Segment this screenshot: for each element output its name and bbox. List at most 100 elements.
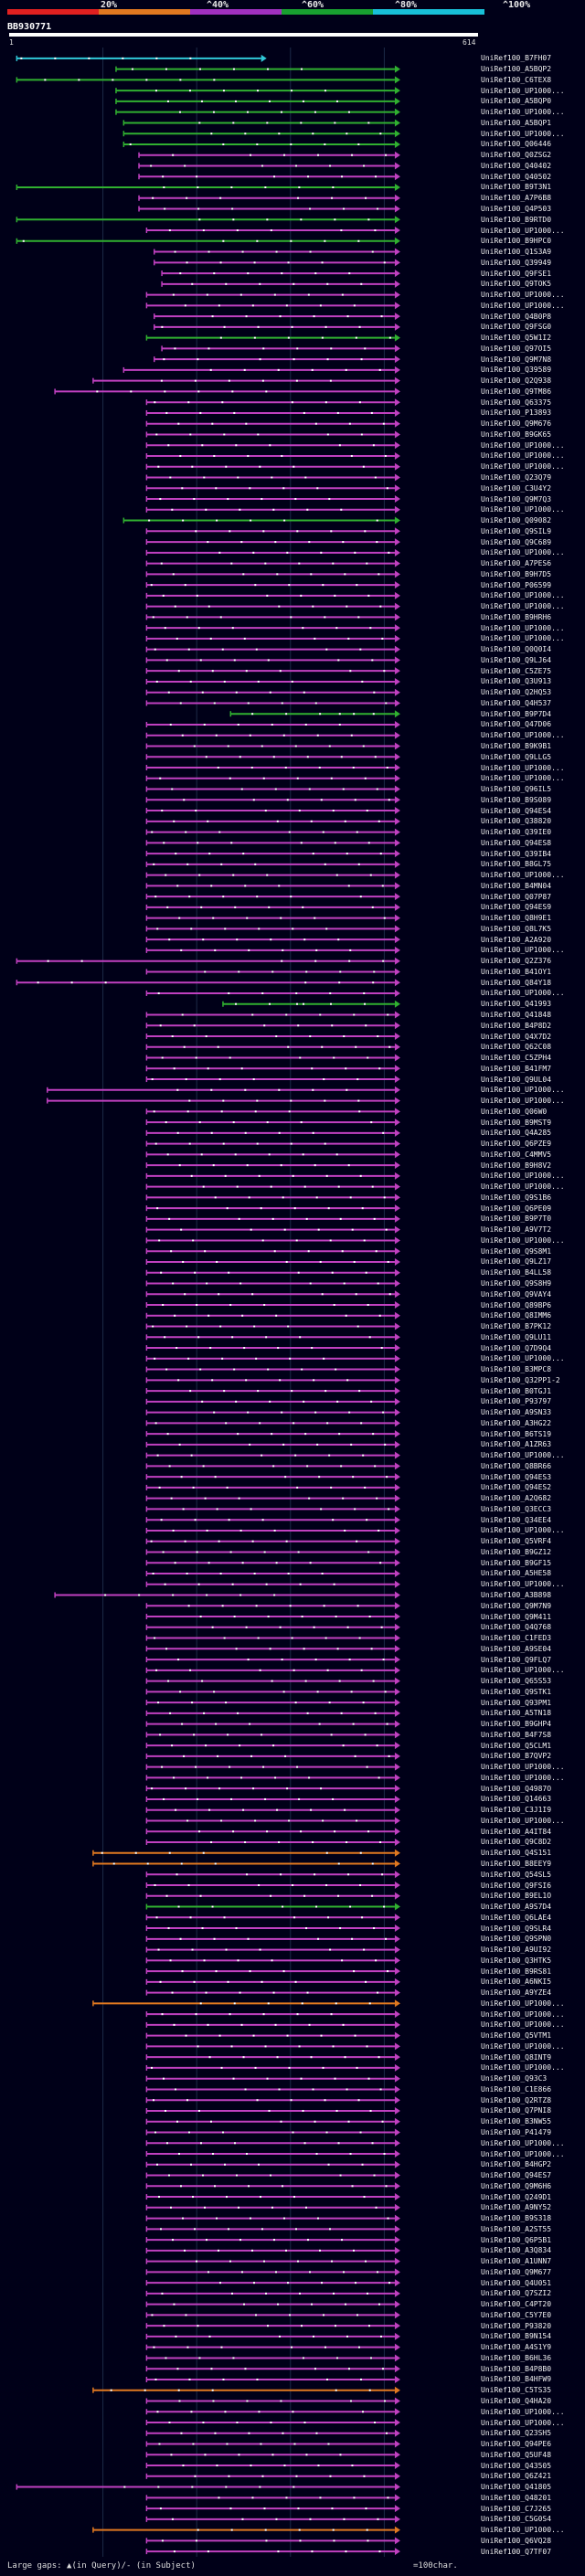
hit-label[interactable]: UniRef100_B9H8V2 [481,1161,552,1170]
hit-row[interactable] [145,1709,400,1717]
hit-label[interactable]: UniRef100_Q249D1 [481,2192,552,2201]
hit-row[interactable] [145,634,400,642]
hit-label[interactable]: UniRef100_Q32PP1-2 [481,1375,560,1384]
hit-label[interactable]: UniRef100_A9YZE4 [481,1988,552,1998]
hit-label[interactable]: UniRef100_Q94ES2 [481,1483,552,1492]
hit-label[interactable]: UniRef100_A1ZR63 [481,1440,552,1449]
hit-label[interactable]: UniRef100_B9H7D5 [481,569,552,578]
hit-label[interactable]: UniRef100_B4HGP2 [481,2160,552,2169]
hit-row[interactable] [145,462,400,471]
hit-row[interactable] [145,2365,400,2373]
hit-row[interactable] [145,2451,400,2459]
hit-row[interactable] [145,1924,400,1933]
hit-label[interactable]: UniRef100_Q43505 [481,2461,552,2470]
hit-row[interactable] [161,280,400,288]
hit-row[interactable] [122,516,400,525]
hit-label[interactable]: UniRef100_Q41993 [481,1000,552,1009]
hit-label[interactable]: UniRef100_A6NKI5 [481,1977,552,1987]
hit-label[interactable]: UniRef100_C3U4Y2 [481,483,552,493]
hit-label[interactable]: UniRef100_Q4X7D2 [481,1032,552,1041]
hit-label[interactable]: UniRef100_UP1000... [481,291,565,300]
hit-label[interactable]: UniRef100_A7P6B8 [481,194,552,203]
hit-label[interactable]: UniRef100_A9UI92 [481,1945,552,1955]
hit-row[interactable] [145,1440,400,1448]
hit-label[interactable]: UniRef100_A5BQP0 [481,97,552,106]
hit-label[interactable]: UniRef100_Q23Q79 [481,473,552,482]
hit-row[interactable] [16,2483,400,2491]
hit-row[interactable] [138,205,400,213]
hit-row[interactable] [145,1214,400,1223]
hit-row[interactable] [145,1913,400,1922]
hit-label[interactable]: UniRef100_UP1000... [481,1171,565,1181]
hit-row[interactable] [145,667,400,675]
hit-label[interactable]: UniRef100_UP1000... [481,774,565,783]
hit-label[interactable]: UniRef100_P06599 [481,580,552,589]
hit-row[interactable] [16,957,400,965]
hit-row[interactable] [145,1602,400,1610]
hit-label[interactable]: UniRef100_Q40402 [481,161,552,170]
hit-row[interactable] [145,1817,400,1825]
hit-row[interactable] [145,893,400,901]
hit-label[interactable]: UniRef100_Q62C08 [481,1043,552,1052]
hit-row[interactable] [145,1430,400,1438]
hit-row[interactable] [145,1871,400,1879]
hit-row[interactable] [145,2096,400,2104]
hit-row[interactable] [145,2128,400,2136]
hit-row[interactable] [145,1516,400,1524]
hit-row[interactable] [145,2171,400,2179]
hit-label[interactable]: UniRef100_A2A920 [481,935,552,944]
hit-label[interactable]: UniRef100_B4F7S8 [481,1730,552,1739]
hit-row[interactable] [145,2150,400,2158]
hit-row[interactable] [145,2322,400,2330]
hit-row[interactable] [145,2332,400,2340]
hit-row[interactable] [145,2429,400,2437]
hit-row[interactable] [145,2182,400,2190]
hit-row[interactable] [145,2160,400,2168]
hit-label[interactable]: UniRef100_UP1000... [481,86,565,95]
hit-label[interactable]: UniRef100_A9SE04 [481,1644,552,1653]
hit-label[interactable]: UniRef100_Q2HQ53 [481,688,552,697]
hit-label[interactable]: UniRef100_UP1000... [481,108,565,117]
hit-label[interactable]: UniRef100_B4MN04 [481,881,552,890]
hit-label[interactable]: UniRef100_B6HL36 [481,2353,552,2362]
hit-label[interactable]: UniRef100_Q89BP6 [481,1300,552,1309]
hit-label[interactable]: UniRef100_UP1000... [481,129,565,138]
hit-row[interactable] [145,1580,400,1588]
hit-row[interactable] [145,1569,400,1577]
hit-label[interactable]: UniRef100_B0TGJ1 [481,1386,552,1395]
hit-row[interactable] [145,1076,400,1084]
hit-row[interactable] [145,1376,400,1384]
hit-label[interactable]: UniRef100_C5TS35 [481,2386,552,2395]
hit-label[interactable]: UniRef100_Q9LJ64 [481,655,552,664]
hit-row[interactable] [54,387,400,396]
hit-label[interactable]: UniRef100_Q47D06 [481,720,552,729]
hit-row[interactable] [145,925,400,933]
hit-label[interactable]: UniRef100_B9K9B1 [481,741,552,750]
hit-label[interactable]: UniRef100_UP1000... [481,2009,565,2019]
hit-row[interactable] [145,1882,400,1890]
hit-label[interactable]: UniRef100_Q9M676 [481,419,552,429]
hit-row[interactable] [145,807,400,815]
hit-row[interactable] [115,65,400,73]
hit-row[interactable] [145,441,400,450]
hit-row[interactable] [145,1182,400,1191]
hit-row[interactable] [145,473,400,482]
hit-row[interactable] [145,850,400,858]
hit-label[interactable]: UniRef100_A5TN18 [481,1709,552,1718]
hit-label[interactable]: UniRef100_Q40502 [481,172,552,181]
hit-row[interactable] [145,903,400,911]
hit-row[interactable] [47,1097,400,1105]
hit-row[interactable] [145,1945,400,1954]
hit-row[interactable] [145,2117,400,2125]
hit-row[interactable] [145,1977,400,1986]
hit-label[interactable]: UniRef100_UP1000... [481,2418,565,2427]
hit-row[interactable] [145,1397,400,1405]
hit-label[interactable]: UniRef100_Q9M7N9 [481,1601,552,1610]
hit-row[interactable] [145,720,400,728]
hit-row[interactable] [153,355,400,364]
hit-row[interactable] [16,979,400,987]
hit-label[interactable]: UniRef100_UP1000... [481,2149,565,2158]
hit-label[interactable]: UniRef100_Q9S1B6 [481,1193,552,1202]
hit-row[interactable] [145,1171,400,1180]
hit-label[interactable]: UniRef100_Q7SZI2 [481,2289,552,2298]
